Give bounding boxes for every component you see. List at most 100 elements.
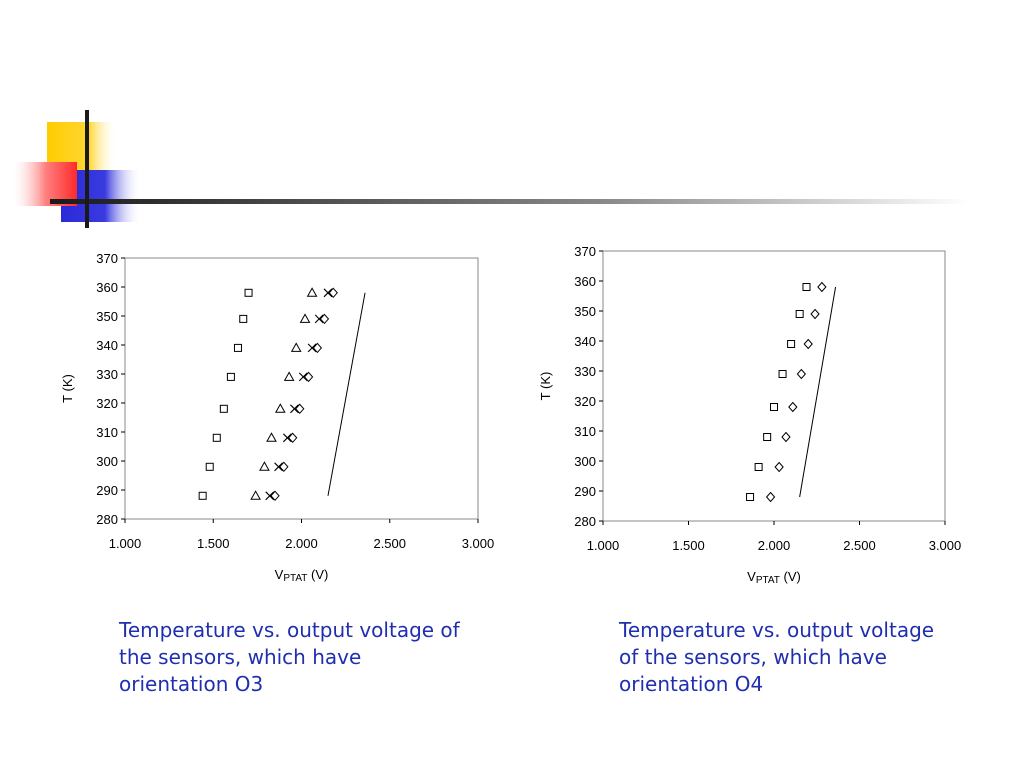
y-tick-label: 330 bbox=[96, 367, 118, 382]
y-tick-label: 370 bbox=[574, 244, 596, 259]
x-axis-label-unit: (V) bbox=[780, 569, 801, 584]
plot-area bbox=[124, 257, 479, 520]
x-axis-label-unit: (V) bbox=[307, 567, 328, 582]
data-point-square bbox=[226, 372, 235, 381]
y-tick-label: 370 bbox=[96, 251, 118, 266]
y-tick-label: 340 bbox=[96, 338, 118, 353]
data-point-triangle bbox=[283, 371, 295, 381]
data-point-square bbox=[233, 343, 242, 352]
x-tick-label: 1.000 bbox=[587, 538, 620, 553]
data-point-cross bbox=[290, 404, 299, 414]
plot-area bbox=[602, 250, 946, 522]
data-point-triangle bbox=[266, 432, 277, 442]
y-tick-label: 290 bbox=[96, 483, 118, 498]
series-line bbox=[327, 292, 366, 496]
x-tick-label: 2.500 bbox=[373, 536, 406, 551]
data-point-cross bbox=[323, 288, 333, 298]
y-tick-label: 280 bbox=[96, 512, 118, 527]
title-decoration bbox=[14, 110, 970, 228]
data-point-diamond bbox=[803, 338, 813, 350]
horizontal-rule bbox=[50, 199, 970, 204]
y-axis-label: T (K) bbox=[60, 374, 75, 403]
data-point-diamond bbox=[319, 313, 330, 325]
data-point-square bbox=[787, 340, 796, 348]
x-axis-label-main: V bbox=[275, 567, 284, 582]
y-tick-label: 320 bbox=[96, 396, 118, 411]
x-axis-label-sub: PTAT bbox=[756, 575, 780, 586]
y-tick-label: 360 bbox=[574, 274, 596, 289]
data-point-diamond bbox=[817, 281, 827, 293]
data-point-diamond bbox=[295, 403, 305, 415]
data-point-square bbox=[244, 288, 253, 297]
red-square bbox=[14, 162, 77, 206]
x-tick-label: 3.000 bbox=[929, 538, 962, 553]
x-tick-label: 1.500 bbox=[672, 538, 705, 553]
x-axis-label-main: V bbox=[747, 569, 756, 584]
data-point-square bbox=[198, 491, 207, 500]
y-tick-label: 310 bbox=[574, 424, 596, 439]
data-point-diamond bbox=[781, 431, 791, 443]
y-tick-label: 360 bbox=[96, 280, 118, 295]
data-point-diamond bbox=[312, 342, 323, 354]
data-point-cross bbox=[282, 433, 292, 443]
data-point-diamond bbox=[774, 461, 784, 473]
x-axis-label: VPTAT (V) bbox=[275, 567, 329, 584]
data-point-diamond bbox=[796, 368, 807, 380]
y-tick-label: 350 bbox=[96, 309, 118, 324]
data-point-square bbox=[219, 404, 228, 413]
data-point-diamond bbox=[303, 371, 314, 383]
y-tick-label: 300 bbox=[96, 454, 118, 469]
chart-orientation-o3: 280 290 300 310 320 330 340 350 360 370 1.000 1.500… bbox=[60, 251, 495, 584]
y-tick-label: 320 bbox=[574, 394, 596, 409]
caption-orientation-o3: Temperature vs. output voltage of the se… bbox=[119, 618, 460, 696]
data-point-triangle bbox=[306, 287, 318, 297]
data-point-diamond bbox=[328, 287, 338, 299]
data-point-square bbox=[802, 283, 811, 291]
data-point-cross bbox=[307, 343, 317, 353]
y-tick-label: 330 bbox=[574, 364, 596, 379]
data-point-diamond bbox=[288, 432, 298, 444]
series-line bbox=[799, 286, 837, 498]
data-point-square bbox=[239, 314, 248, 323]
y-axis-label: T (K) bbox=[538, 372, 553, 401]
y-tick-label: 310 bbox=[96, 425, 118, 440]
data-point-square bbox=[212, 433, 221, 442]
data-point-triangle bbox=[299, 313, 311, 323]
x-tick-label: 2.000 bbox=[758, 538, 791, 553]
data-point-square bbox=[205, 462, 214, 471]
x-tick-label: 1.000 bbox=[109, 536, 142, 551]
data-point-triangle bbox=[259, 461, 270, 471]
data-point-square bbox=[763, 433, 772, 441]
vertical-rule bbox=[85, 110, 89, 228]
data-point-square bbox=[770, 403, 778, 411]
data-point-diamond bbox=[279, 461, 289, 473]
data-point-diamond bbox=[270, 490, 280, 502]
data-point-diamond bbox=[810, 308, 820, 320]
data-point-diamond bbox=[765, 491, 776, 503]
y-tick-label: 300 bbox=[574, 454, 596, 469]
x-axis-label: VPTAT (V) bbox=[747, 569, 801, 586]
x-axis-label-sub: PTAT bbox=[283, 573, 307, 584]
y-tick-label: 290 bbox=[574, 484, 596, 499]
y-tick-label: 280 bbox=[574, 514, 596, 529]
y-tick-label: 350 bbox=[574, 304, 596, 319]
data-point-triangle bbox=[290, 342, 302, 352]
data-point-square bbox=[778, 370, 787, 378]
data-point-square bbox=[795, 310, 804, 318]
data-point-diamond bbox=[788, 401, 798, 413]
data-point-cross bbox=[265, 491, 275, 501]
data-point-triangle bbox=[250, 490, 261, 500]
y-tick-label: 340 bbox=[574, 334, 596, 349]
data-point-cross bbox=[274, 462, 283, 472]
x-tick-label: 2.000 bbox=[285, 536, 318, 551]
data-point-square bbox=[746, 493, 755, 501]
x-tick-label: 1.500 bbox=[197, 536, 230, 551]
data-point-cross bbox=[314, 314, 324, 324]
x-tick-label: 3.000 bbox=[462, 536, 495, 551]
caption-orientation-o4: Temperature vs. output voltage of the se… bbox=[619, 618, 935, 696]
data-point-square bbox=[754, 463, 763, 471]
chart-orientation-o4: 280 290 300 310 320 330 340 350 360 370 1.000 1.500… bbox=[538, 244, 962, 586]
data-point-triangle bbox=[274, 403, 286, 413]
data-point-cross bbox=[298, 372, 308, 382]
x-tick-label: 2.500 bbox=[843, 538, 876, 553]
